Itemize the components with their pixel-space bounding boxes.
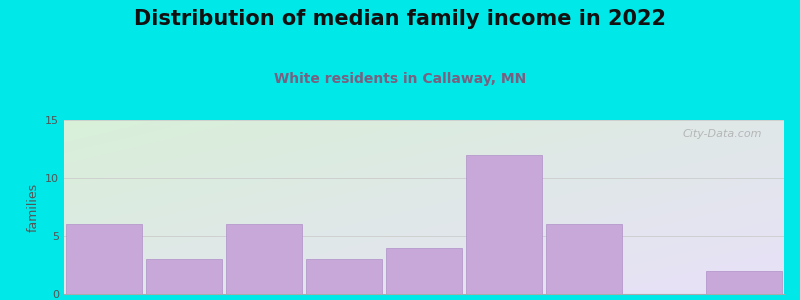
Bar [226, 224, 302, 294]
Y-axis label: families: families [26, 182, 39, 232]
Bar [386, 248, 462, 294]
Bar [306, 259, 382, 294]
Bar [706, 271, 782, 294]
Text: City-Data.com: City-Data.com [683, 129, 762, 139]
Bar [66, 224, 142, 294]
Bar [146, 259, 222, 294]
Bar [546, 224, 622, 294]
Text: White residents in Callaway, MN: White residents in Callaway, MN [274, 72, 526, 86]
Bar [466, 155, 542, 294]
Text: Distribution of median family income in 2022: Distribution of median family income in … [134, 9, 666, 29]
